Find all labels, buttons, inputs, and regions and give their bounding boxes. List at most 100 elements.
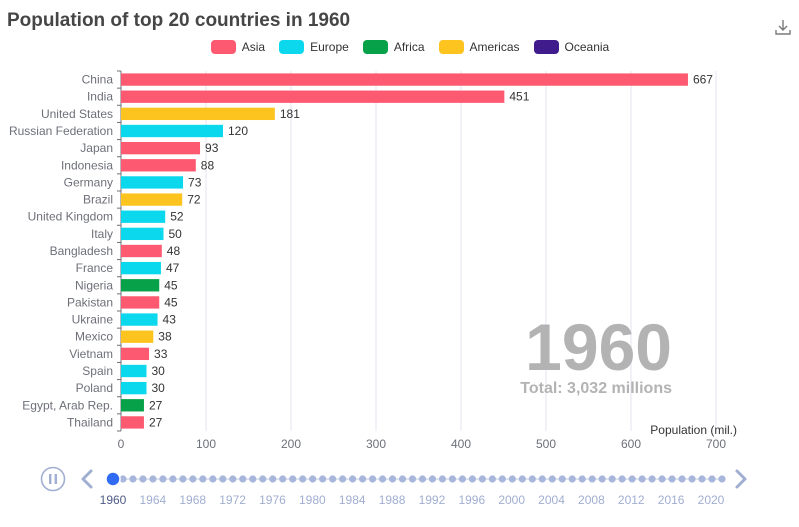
timeline-dot[interactable] (698, 475, 706, 483)
timeline-year-label[interactable]: 1984 (339, 493, 366, 507)
timeline-year-label[interactable]: 2012 (618, 493, 645, 507)
bar-united-kingdom[interactable] (121, 210, 166, 223)
timeline-dot[interactable] (598, 475, 606, 483)
timeline-dot[interactable] (638, 475, 646, 483)
timeline-dot[interactable] (179, 475, 187, 483)
timeline-dot[interactable] (438, 475, 447, 483)
timeline-year-label[interactable]: 2000 (498, 493, 525, 507)
pause-icon[interactable] (40, 466, 66, 492)
timeline-dot[interactable] (159, 475, 167, 483)
timeline-dot[interactable] (648, 475, 656, 483)
bar-thailand[interactable] (121, 416, 144, 429)
timeline-year-label[interactable]: 1968 (179, 493, 206, 507)
timeline-dot[interactable] (618, 475, 626, 483)
timeline-dot[interactable] (528, 475, 536, 483)
bar-china[interactable] (121, 73, 688, 86)
timeline-dot[interactable] (538, 475, 546, 483)
timeline-dot[interactable] (688, 475, 696, 483)
bar-japan[interactable] (121, 141, 201, 155)
timeline-dot[interactable] (279, 475, 287, 483)
timeline-dot[interactable] (169, 475, 177, 483)
timeline-dot[interactable] (269, 475, 277, 483)
bar-united-states[interactable] (121, 107, 275, 121)
timeline-dot[interactable] (309, 475, 317, 483)
timeline-year-label[interactable]: 2020 (698, 493, 725, 507)
timeline-dot[interactable] (428, 475, 437, 483)
timeline-dot[interactable] (558, 475, 566, 483)
timeline-dot[interactable] (239, 475, 247, 483)
timeline-year-label[interactable]: 1964 (140, 493, 167, 507)
timeline-dot[interactable] (708, 475, 716, 483)
timeline-dot[interactable] (418, 475, 427, 483)
timeline-dot[interactable] (588, 475, 596, 483)
timeline-year-label[interactable]: 2004 (538, 493, 565, 507)
bar-brazil[interactable] (121, 193, 183, 206)
bar-vietnam[interactable] (121, 347, 150, 361)
bar-germany[interactable] (121, 176, 184, 189)
chevron-left-icon[interactable] (81, 469, 93, 489)
bar-russian-federation[interactable] (121, 124, 223, 138)
timeline-dot[interactable] (259, 475, 267, 483)
timeline-year-label[interactable]: 1980 (299, 493, 326, 507)
timeline-dot[interactable] (219, 475, 227, 483)
bar-italy[interactable] (121, 227, 164, 241)
bar-ukraine[interactable] (121, 313, 158, 326)
timeline-dot[interactable] (119, 475, 127, 483)
timeline-dot[interactable] (548, 475, 556, 483)
timeline-year-label[interactable]: 2016 (658, 493, 685, 507)
bar-india[interactable] (121, 90, 505, 103)
timeline-dot[interactable] (668, 475, 676, 483)
legend-item-americas[interactable]: Americas (438, 40, 520, 54)
bar-mexico[interactable] (121, 330, 154, 343)
timeline-dot[interactable] (368, 475, 377, 483)
bar-pakistan[interactable] (121, 296, 160, 309)
timeline-dot[interactable] (129, 475, 137, 483)
timeline-dot[interactable] (478, 475, 486, 483)
timeline-dot[interactable] (608, 475, 616, 483)
timeline-year-label[interactable]: 1960 (100, 493, 127, 507)
timeline-year-label[interactable]: 1988 (379, 493, 406, 507)
timeline-dot[interactable] (498, 475, 506, 483)
timeline-dot[interactable] (149, 475, 157, 483)
timeline-dot[interactable] (408, 475, 417, 483)
timeline-dot[interactable] (508, 475, 516, 483)
timeline-dot[interactable] (378, 475, 387, 483)
timeline-dot[interactable] (628, 475, 636, 483)
timeline-current-handle[interactable] (105, 471, 121, 487)
timeline-dot[interactable] (658, 475, 666, 483)
bar-egypt-arab-rep-[interactable] (121, 399, 144, 412)
timeline-year-label[interactable]: 2008 (578, 493, 605, 507)
legend-item-europe[interactable]: Europe (279, 40, 349, 54)
timeline-dot[interactable] (349, 475, 357, 483)
timeline-dot[interactable] (468, 475, 477, 483)
timeline-dot[interactable] (358, 475, 367, 483)
timeline-dot[interactable] (289, 475, 297, 483)
timeline-dot[interactable] (488, 475, 496, 483)
timeline[interactable]: 1960 1964 1968 1972 1976 1980 1984 1988 1992 1996… (0, 455, 799, 515)
timeline-dot[interactable] (678, 475, 686, 483)
timeline-dot[interactable] (718, 475, 726, 483)
legend-item-oceania[interactable]: Oceania (533, 40, 609, 54)
legend-item-asia[interactable]: Asia (210, 40, 265, 54)
chevron-right-icon[interactable] (735, 469, 747, 489)
timeline-dot[interactable] (329, 475, 337, 483)
bar-spain[interactable] (121, 364, 147, 378)
timeline-year-label[interactable]: 1996 (458, 493, 485, 507)
bar-indonesia[interactable] (121, 159, 196, 172)
timeline-year-label[interactable]: 1976 (259, 493, 286, 507)
timeline-dot[interactable] (139, 475, 147, 483)
bar-poland[interactable] (121, 381, 147, 395)
legend-item-africa[interactable]: Africa (362, 40, 425, 54)
timeline-dot[interactable] (339, 475, 347, 483)
timeline-year-label[interactable]: 1972 (219, 493, 246, 507)
timeline-dot[interactable] (458, 475, 467, 483)
bar-nigeria[interactable] (121, 279, 160, 292)
timeline-dot[interactable] (249, 475, 257, 483)
timeline-dot[interactable] (199, 475, 207, 483)
timeline-dot[interactable] (299, 475, 307, 483)
timeline-dot[interactable] (568, 475, 576, 483)
timeline-dot[interactable] (448, 475, 457, 483)
timeline-dot[interactable] (388, 475, 397, 483)
bar-bangladesh[interactable] (121, 244, 162, 258)
timeline-dot[interactable] (229, 475, 237, 483)
